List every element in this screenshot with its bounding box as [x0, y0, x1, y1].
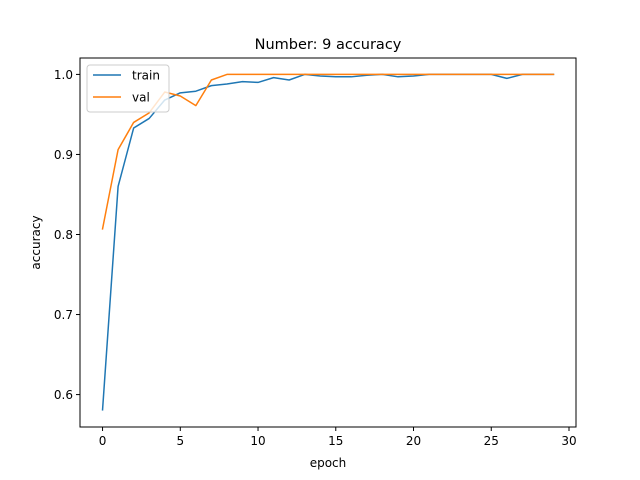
x-axis-label: epoch — [310, 456, 347, 470]
y-axis-label: accuracy — [29, 215, 43, 269]
series-line-val — [101, 73, 555, 230]
x-tick-label-5: 5 — [176, 434, 184, 448]
chart-title: Number: 9 accuracy — [255, 37, 402, 53]
x-tick-label-10: 10 — [250, 434, 265, 448]
y-tick-label-0.9: 0.9 — [54, 148, 73, 162]
legend-box — [86, 64, 170, 113]
legend-label-val: val — [132, 91, 150, 105]
x-tick-label-25: 25 — [484, 434, 499, 448]
x-tick-label-0: 0 — [99, 434, 107, 448]
x-tick-label-30: 30 — [561, 434, 576, 448]
plot-area — [80, 58, 576, 427]
legend: train val — [86, 64, 170, 113]
y-tick-label-0.7: 0.7 — [54, 308, 73, 322]
x-tick-label-20: 20 — [406, 434, 421, 448]
y-axis-ticks: 0.6 0.7 0.8 0.9 1.0 — [54, 68, 80, 402]
x-axis-ticks: 0 5 10 15 20 25 30 — [99, 427, 577, 448]
plot-frame — [79, 57, 577, 428]
x-tick-label-15: 15 — [328, 434, 343, 448]
series-layer — [101, 73, 555, 411]
y-tick-label-0.6: 0.6 — [54, 388, 73, 402]
y-tick-label-0.8: 0.8 — [54, 228, 73, 242]
y-tick-label-1: 1.0 — [54, 68, 73, 82]
legend-label-train: train — [132, 69, 160, 83]
